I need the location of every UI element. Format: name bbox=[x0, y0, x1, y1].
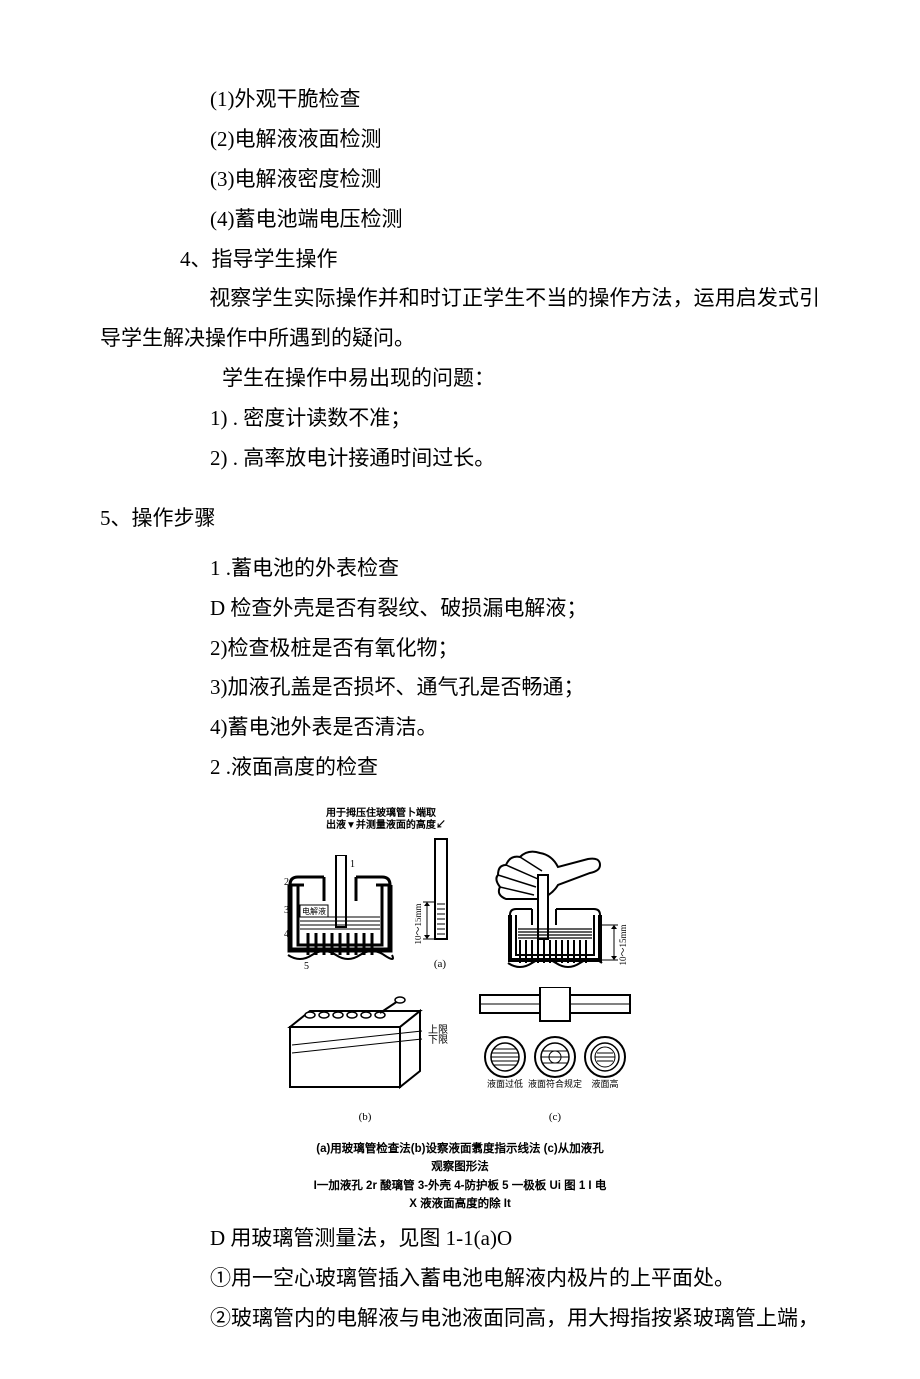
svg-text:5: 5 bbox=[304, 961, 309, 972]
fig-top-label-2: 出液▼并测量液面的高度↙ bbox=[326, 820, 446, 831]
step1-item-4: 4)蓄电池外表是否清洁。 bbox=[100, 708, 820, 748]
after-fig-3: ②玻璃管内的电解液与电池液面同高，用大拇指按紧玻璃管上端， bbox=[100, 1299, 820, 1339]
svg-text:2: 2 bbox=[284, 877, 289, 888]
check-item-1: (1)外观干脆检查 bbox=[100, 80, 820, 120]
fig-a-left: 电解液 2 3 4 5 1 bbox=[280, 855, 400, 975]
svg-text:10～15mm: 10～15mm bbox=[618, 925, 628, 966]
step1-item-2: 2)检查极桩是否有氧化物； bbox=[100, 629, 820, 669]
section-4-para-block: 视察学生实际操作并和时订正学生不当的操作方法，运用启发式引导学生解决操作中所遇到… bbox=[100, 279, 820, 359]
figure-block: 用于拇压住玻璃管卜端取 出液▼并测量液面的高度↙ bbox=[280, 808, 640, 1128]
problem-1: 1) . 密度计读数不准； bbox=[100, 399, 820, 439]
section-5-title: 5、操作步骤 bbox=[100, 499, 820, 539]
sub-c: (c) bbox=[470, 1107, 640, 1128]
svg-text:1: 1 bbox=[350, 859, 355, 870]
page-body: (1)外观干脆检查 (2)电解液液面检测 (3)电解液密度检测 (4)蓄电池端电… bbox=[0, 0, 920, 1379]
check-item-4: (4)蓄电池端电压检测 bbox=[100, 200, 820, 240]
fig-c-top: 10～15mm bbox=[480, 845, 640, 975]
caption-line-3: I一加液孔 2r 酸璃管 3-外壳 4-防护板 5 一极板 Ui 图 1 I 电 bbox=[240, 1177, 680, 1195]
check-item-2: (2)电解液液面检测 bbox=[100, 120, 820, 160]
fig-a-mid: 10～15mm (a) bbox=[415, 834, 465, 975]
cell-label-text: 电解液 bbox=[302, 906, 326, 916]
caption-line-2: 观察图形法 bbox=[240, 1158, 680, 1176]
fig-c: 液面过低 液面符合规定 液面高 (c) bbox=[470, 987, 640, 1128]
sub-a: (a) bbox=[415, 954, 465, 975]
svg-text:液面符合规定: 液面符合规定 bbox=[528, 1078, 582, 1089]
svg-text:3: 3 bbox=[284, 905, 289, 916]
svg-text:液面高: 液面高 bbox=[591, 1078, 618, 1089]
fig-row-1: 电解液 2 3 4 5 1 bbox=[280, 834, 640, 975]
section-4-p1a: 视察学生实际操作并和时订正学生不当的操作方法，运用启发式引导学生解决操作中所遇到… bbox=[100, 279, 820, 359]
svg-text:4: 4 bbox=[284, 929, 289, 940]
sub-b: (b) bbox=[280, 1107, 450, 1128]
problem-2: 2) . 高率放电计接通时间过长。 bbox=[100, 439, 820, 479]
step1-item-3: 3)加液孔盖是否损坏、通气孔是否畅通； bbox=[100, 668, 820, 708]
fig-top-label: 用于拇压住玻璃管卜端取 出液▼并测量液面的高度↙ bbox=[326, 808, 640, 832]
svg-text:10～15mm: 10～15mm bbox=[415, 904, 423, 945]
fig-top-label-1: 用于拇压住玻璃管卜端取 bbox=[326, 808, 436, 819]
fig-b: 上限 下限 (b) bbox=[280, 987, 450, 1128]
after-fig-1: D 用玻璃管测量法，见图 1-1(a)O bbox=[100, 1219, 820, 1259]
svg-text:液面过低: 液面过低 bbox=[487, 1078, 523, 1089]
section-4-para2: 学生在操作中易出现的问题： bbox=[100, 359, 820, 399]
caption-line-1: (a)用玻璃管检查法(b)设察液面翥度指示线法 (c)从加液孔 bbox=[240, 1140, 680, 1158]
caption-line-4: X 液液面高度的除 It bbox=[240, 1195, 680, 1213]
after-fig-2: ①用一空心玻璃管插入蓄电池电解液内极片的上平面处。 bbox=[100, 1259, 820, 1299]
svg-text:下限: 下限 bbox=[428, 1034, 448, 1046]
step1-heading: 1 .蓄电池的外表检查 bbox=[100, 549, 820, 589]
check-item-3: (3)电解液密度检测 bbox=[100, 160, 820, 200]
fig-row-2: 上限 下限 (b) bbox=[280, 987, 640, 1128]
section-4-title: 4、指导学生操作 bbox=[100, 240, 820, 280]
step2-heading: 2 .液面高度的检查 bbox=[100, 748, 820, 788]
figure-caption: (a)用玻璃管检查法(b)设察液面翥度指示线法 (c)从加液孔 观察图形法 I一… bbox=[240, 1140, 680, 1214]
step1-item-d: D 检查外壳是否有裂纹、破损漏电解液； bbox=[100, 589, 820, 629]
